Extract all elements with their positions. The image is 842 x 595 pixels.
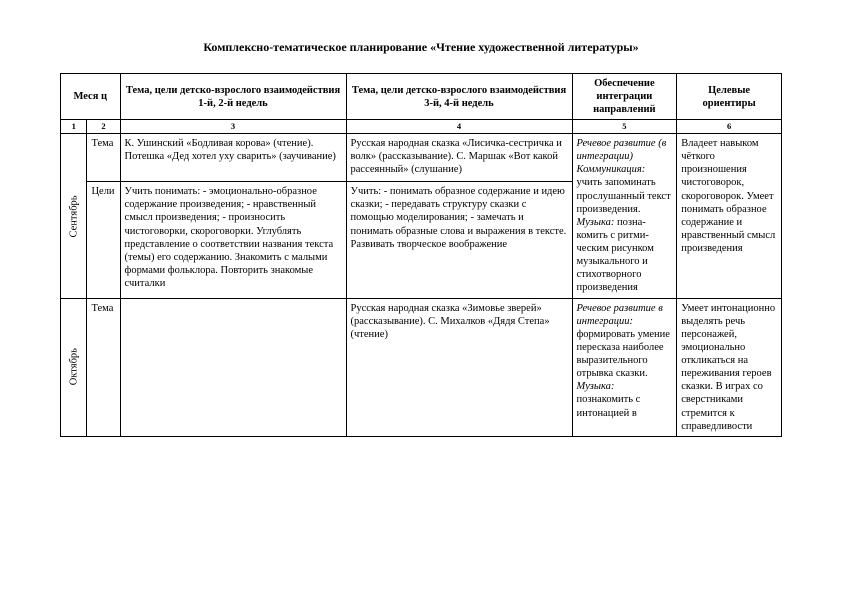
row-label-tema: Тема (87, 298, 120, 436)
num-4: 4 (346, 120, 572, 134)
sept-integration: Речевое развитие (в интеграции) Коммуник… (572, 134, 677, 299)
num-6: 6 (677, 120, 782, 134)
oct-tema34: Русская народная сказка «Зимовье зверей»… (346, 298, 572, 436)
header-weeks34: Тема, цели детско-взрослого взаимодейств… (346, 74, 572, 120)
oct-target: Умеет интонационно выделять речь персона… (677, 298, 782, 436)
integ-text: формировать умение пересказа наиболее вы… (577, 329, 670, 379)
header-month: Меся ц (61, 74, 121, 120)
num-2: 2 (87, 120, 120, 134)
month-oct: Октябрь (61, 298, 87, 436)
number-row: 1 2 3 4 5 6 (61, 120, 782, 134)
integ-label: Речевое развитие в интеграции: (577, 303, 663, 327)
row-label-tema: Тема (87, 134, 120, 182)
header-targets: Целевые ориентиры (677, 74, 782, 120)
integ-label: Речевое развитие (в интеграции) Коммуник… (577, 138, 667, 175)
row-label-celi: Цели (87, 182, 120, 298)
integ-music-text: познакомить с интонацией в (577, 394, 641, 418)
integ-music-label: Музыка: (577, 217, 615, 228)
oct-integration: Речевое развитие в интеграции: формирова… (572, 298, 677, 436)
header-weeks12: Тема, цели детско-взрослого взаимодейств… (120, 74, 346, 120)
num-5: 5 (572, 120, 677, 134)
sept-celi34: Учить: - понимать образное содержание и … (346, 182, 572, 298)
integ-music-label: Музыка: (577, 381, 615, 392)
sept-celi12: Учить понимать: - эмоционально-образное … (120, 182, 346, 298)
oct-tema12 (120, 298, 346, 436)
integ-music-text: позна­комить с ритми­ческим рисунком муз… (577, 217, 654, 294)
month-sept: Сентябрь (61, 134, 87, 299)
sept-target: Владеет навыком чёткого произношения чис… (677, 134, 782, 299)
sept-tema12: К. Ушинский «Бодливая корова» (чтение). … (120, 134, 346, 182)
planning-table: Меся ц Тема, цели детско-взрослого взаим… (60, 73, 782, 437)
integ-text: учить запоминать прослушанный текст прои… (577, 177, 671, 214)
page-title: Комплексно-тематическое планирование «Чт… (60, 40, 782, 55)
table-row: Сентябрь Тема К. Ушинский «Бодливая коро… (61, 134, 782, 182)
header-row: Меся ц Тема, цели детско-взрослого взаим… (61, 74, 782, 120)
sept-tema34: Русская народная сказка «Лисичка-сестрич… (346, 134, 572, 182)
num-3: 3 (120, 120, 346, 134)
num-1: 1 (61, 120, 87, 134)
header-integration: Обеспечение интеграции направлений (572, 74, 677, 120)
table-row: Октябрь Тема Русская народная сказка «Зи… (61, 298, 782, 436)
